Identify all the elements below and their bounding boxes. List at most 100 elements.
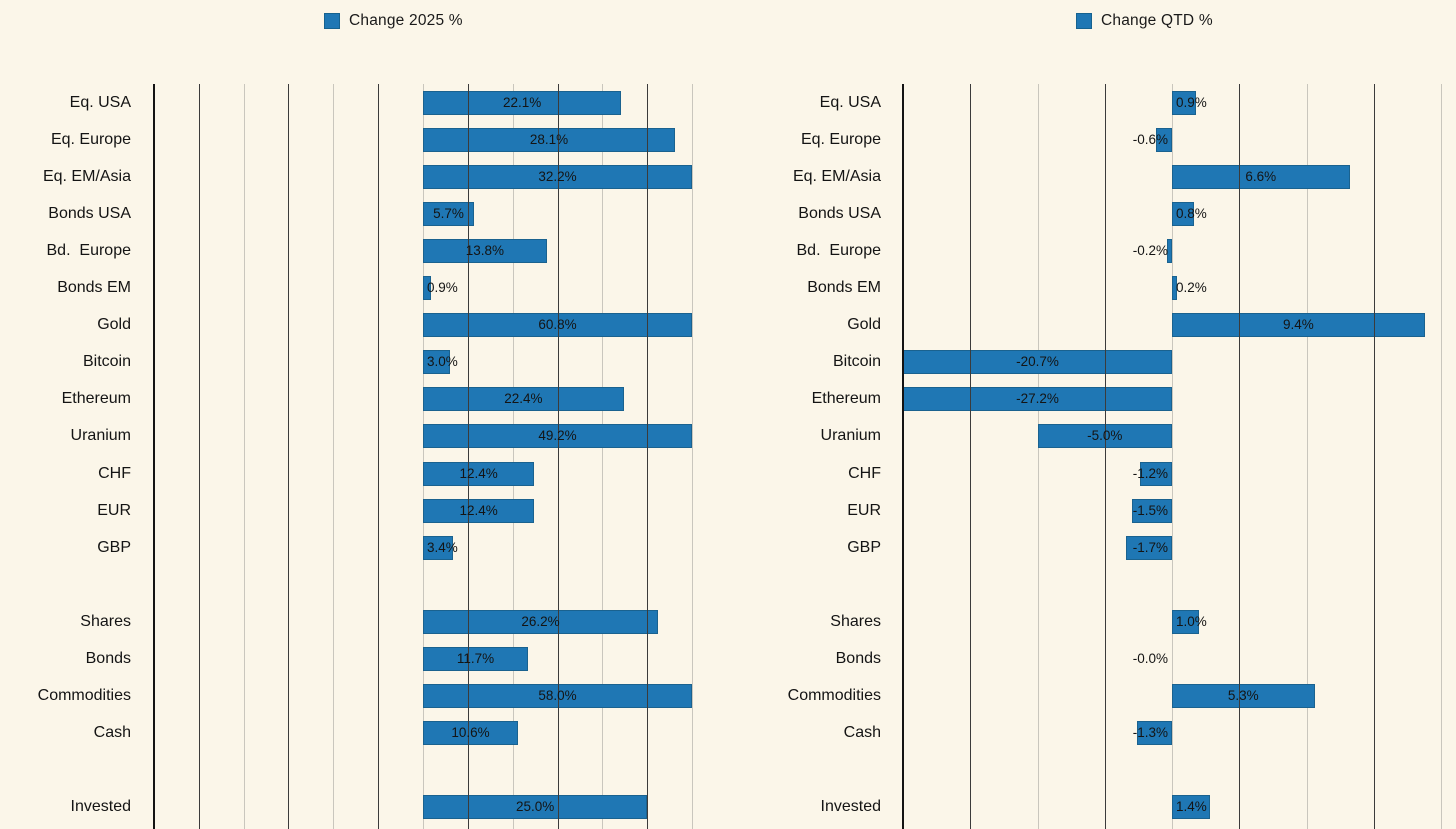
bar [1166,239,1172,264]
category-label: Bonds USA [798,205,881,223]
gridline [288,84,290,829]
category-label: Eq. USA [69,94,131,111]
axis-edge-line [152,84,156,829]
value-label: 10.6% [451,724,490,740]
value-label: 0.9% [427,280,458,296]
value-label: -1.5% [1132,502,1168,518]
bar [423,720,519,745]
category-label: Bd. Europe [46,242,132,260]
legend-change-2025: Change 2025 % [324,12,463,29]
bar [1139,461,1172,486]
bar [1126,535,1172,560]
category-label: Cash [843,723,881,741]
value-label: -27.2% [1016,391,1059,407]
value-label: -1.2% [1132,465,1168,481]
value-label: 1.4% [1176,798,1207,814]
legend-change-qtd: Change QTD % [1076,12,1213,29]
category-label: Bonds [85,649,131,667]
bar [423,202,475,227]
gridline [1441,84,1442,829]
bar [1172,794,1210,819]
value-label: 13.8% [465,243,504,259]
value-label: 3.0% [427,354,458,370]
value-label: -1.3% [1132,724,1168,740]
gridline [602,84,604,829]
gridline [647,84,649,829]
gridline [378,84,380,829]
gridline [1239,84,1241,829]
bar [423,350,450,375]
bar [423,276,432,301]
value-label: 28.1% [529,132,569,148]
value-label: 60.8% [538,317,577,333]
legend-label: Change 2025 % [349,11,463,29]
bar [1172,683,1315,708]
category-label: CHF [848,464,881,482]
value-label: 0.8% [1176,206,1207,222]
category-label: Shares [80,612,131,630]
bar [1172,91,1197,115]
gridline [423,84,424,829]
value-label: 5.3% [1227,687,1259,703]
bar [1137,720,1172,745]
category-label: EUR [847,501,881,519]
bar [423,609,658,634]
gridline [1104,84,1106,829]
value-label: 0.2% [1176,280,1207,296]
gridline [512,84,514,829]
value-label: 9.4% [1283,317,1314,333]
value-label: -20.7% [1016,354,1059,370]
category-label: Eq. USA [819,94,881,111]
category-label: Eq. EM/Asia [792,168,881,186]
legend-swatch-icon [324,12,340,29]
bar [1172,313,1425,338]
value-label: 0.9% [1176,95,1207,110]
category-label: CHF [98,464,131,482]
bar [903,387,1172,412]
bar [423,498,535,523]
bar [1131,498,1172,523]
value-label: -5.0% [1087,428,1123,444]
value-label: 12.4% [459,465,498,481]
gridline [467,84,469,829]
value-label: -0.0% [1132,650,1168,666]
gridline [557,84,559,829]
value-label: 25.0% [515,798,555,814]
category-label: Commodities [37,686,131,704]
value-label: 58.0% [538,687,577,703]
bar [423,794,648,819]
legend-label: Change QTD % [1101,11,1213,29]
bar [423,91,622,115]
value-label: 5.7% [433,206,464,222]
category-label: GBP [847,538,881,556]
category-label: Commodities [787,686,881,704]
category-label: Gold [97,316,131,334]
gridline [243,84,245,829]
category-label: Invested [70,797,131,815]
value-label: -0.2% [1132,243,1168,259]
category-label: Bitcoin [82,353,131,371]
legend-swatch-icon [1076,12,1092,29]
category-label: Eq. EM/Asia [42,168,131,186]
category-label: Shares [830,612,881,630]
value-label: 3.4% [427,539,458,555]
gridline [692,84,693,829]
category-label: Gold [847,316,881,334]
category-label: Bonds [835,649,881,667]
category-label: Eq. Europe [50,131,131,149]
category-label: Bonds USA [48,205,131,223]
value-label: 6.6% [1245,169,1277,185]
bar [1172,165,1350,190]
category-label: Ethereum [811,390,881,408]
value-label: 32.2% [538,169,577,185]
bar [423,461,535,486]
category-label: Bitcoin [832,353,881,371]
category-label: Bonds EM [57,279,131,297]
value-label: 12.4% [459,502,498,518]
bar [1155,128,1172,153]
bar [1172,276,1178,301]
category-label: Bonds EM [807,279,881,297]
category-label: GBP [97,538,131,556]
category-label: Invested [820,797,881,815]
